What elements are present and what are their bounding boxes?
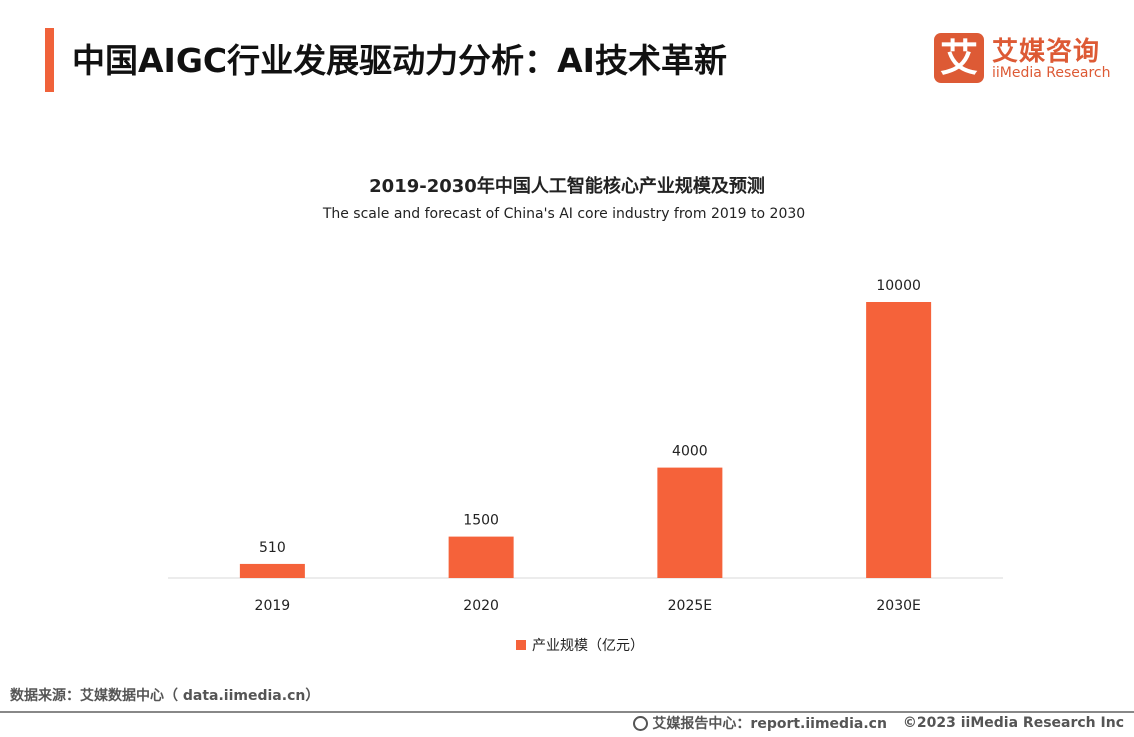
logo-en: iiMedia Research (992, 65, 1111, 81)
data-label-2025E: 4000 (672, 444, 708, 460)
footer-divider (0, 711, 1134, 713)
footer: 艾媒报告中心：report.iimedia.cn ©2023 iiMedia R… (633, 713, 1124, 733)
data-label-2019: 510 (259, 540, 286, 556)
data-source: 数据来源：艾媒数据中心（ data.iimedia.cn） (10, 688, 320, 704)
x-tick-2025E: 2025E (668, 598, 712, 614)
bar-2019 (239, 563, 305, 578)
legend-swatch (516, 640, 526, 650)
legend: 产业规模（亿元） (516, 635, 644, 655)
bar-2030E (866, 302, 932, 578)
chart-title: 2019-2030年中国人工智能核心产业规模及预测 (369, 176, 765, 197)
logo-cn: 艾媒咨询 (992, 37, 1101, 67)
page-title: 中国AIGC行业发展驱动力分析：AI技术革新 (72, 41, 727, 80)
legend-label: 产业规模（亿元） (532, 638, 644, 654)
bar-2020 (448, 536, 514, 578)
bar-2025E (657, 467, 723, 578)
logo-mark: 艾 (934, 33, 984, 83)
data-label-2030E: 10000 (876, 278, 921, 294)
data-label-2020: 1500 (463, 513, 499, 529)
globe-icon (633, 715, 649, 731)
copyright: ©2023 iiMedia Research Inc (902, 715, 1124, 731)
x-tick-2020: 2020 (463, 598, 499, 614)
x-tick-2030E: 2030E (876, 598, 920, 614)
x-tick-2019: 2019 (255, 598, 291, 614)
chart-subtitle: The scale and forecast of China's AI cor… (322, 206, 806, 222)
title-accent-bar (45, 28, 54, 92)
brand-logo: 艾 艾媒咨询 iiMedia Research (934, 33, 1111, 85)
report-link[interactable]: 艾媒报告中心：report.iimedia.cn (652, 716, 887, 732)
